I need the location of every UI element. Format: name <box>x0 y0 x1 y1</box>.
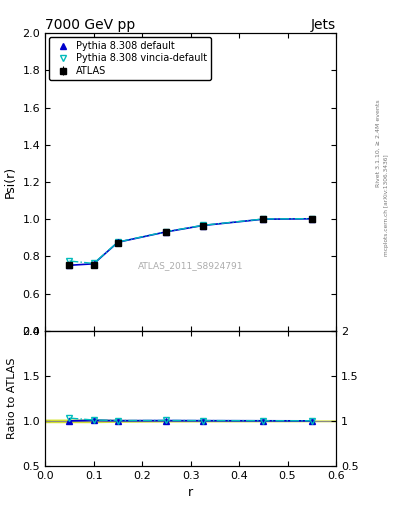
Text: ATLAS_2011_S8924791: ATLAS_2011_S8924791 <box>138 261 243 270</box>
Text: Rivet 3.1.10, ≥ 2.4M events: Rivet 3.1.10, ≥ 2.4M events <box>376 99 380 187</box>
Pythia 8.308 default <box>309 216 314 222</box>
Pythia 8.308 vincia-default <box>116 239 120 245</box>
Y-axis label: Psi(r): Psi(r) <box>4 166 17 198</box>
Legend: Pythia 8.308 default, Pythia 8.308 vincia-default, ATLAS: Pythia 8.308 default, Pythia 8.308 vinci… <box>49 37 211 80</box>
Pythia 8.308 default <box>200 222 205 228</box>
Pythia 8.308 vincia-default <box>261 216 266 222</box>
Pythia 8.308 default <box>261 216 266 222</box>
Pythia 8.308 default <box>164 229 169 235</box>
Pythia 8.308 vincia-default <box>200 222 205 228</box>
Pythia 8.308 default <box>67 262 72 268</box>
Text: mcplots.cern.ch [arXiv:1306.3436]: mcplots.cern.ch [arXiv:1306.3436] <box>384 154 389 255</box>
Text: 7000 GeV pp: 7000 GeV pp <box>45 18 136 32</box>
Pythia 8.308 vincia-default <box>91 261 96 267</box>
Y-axis label: Ratio to ATLAS: Ratio to ATLAS <box>7 357 17 439</box>
X-axis label: r: r <box>188 486 193 499</box>
Pythia 8.308 vincia-default <box>164 228 169 234</box>
Pythia 8.308 vincia-default <box>67 258 72 264</box>
Pythia 8.308 vincia-default <box>309 216 314 222</box>
Line: Pythia 8.308 vincia-default: Pythia 8.308 vincia-default <box>67 216 314 266</box>
Pythia 8.308 default <box>91 261 96 267</box>
Text: Jets: Jets <box>311 18 336 32</box>
Line: Pythia 8.308 default: Pythia 8.308 default <box>67 216 314 268</box>
Pythia 8.308 default <box>116 239 120 245</box>
